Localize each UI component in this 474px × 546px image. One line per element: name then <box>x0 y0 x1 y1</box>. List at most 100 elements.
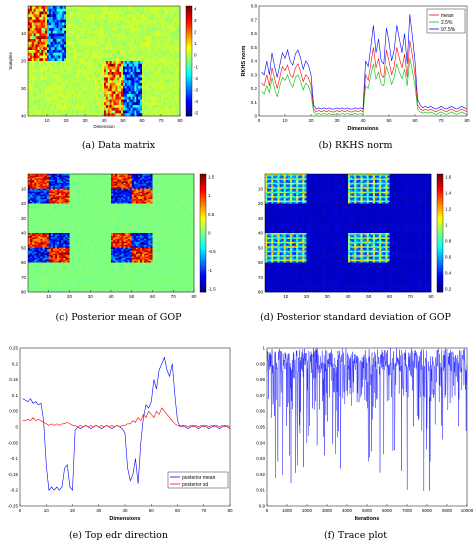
heatmap-cell <box>111 19 114 23</box>
heatmap-cell <box>135 188 139 191</box>
heatmap-cell <box>36 202 39 204</box>
heatmap-cell <box>90 185 93 188</box>
heatmap-cell <box>107 25 110 29</box>
heatmap-cell <box>67 72 71 76</box>
heatmap-cell <box>38 191 41 194</box>
heatmap-cell <box>151 11 154 15</box>
heatmap-cell <box>130 14 133 18</box>
heatmap-cell <box>54 14 57 18</box>
heatmap-cell <box>71 179 74 182</box>
heatmap-cell <box>44 182 47 185</box>
colorbar-segment <box>186 47 192 50</box>
heatmap-cell <box>77 83 80 87</box>
heatmap-cell <box>179 200 182 203</box>
heatmap-cell <box>47 47 50 51</box>
heatmap-cell <box>85 39 88 43</box>
heatmap-cell <box>111 80 114 84</box>
heatmap-cell <box>153 85 156 89</box>
heatmap-cell <box>86 96 90 100</box>
heatmap-cell <box>145 72 148 76</box>
heatmap-cell <box>94 25 97 29</box>
heatmap-cell <box>125 199 128 201</box>
heatmap-cell <box>162 72 166 76</box>
heatmap-cell <box>48 88 52 92</box>
heatmap-cell <box>142 8 145 12</box>
heatmap-cell <box>132 63 135 67</box>
heatmap-cell <box>172 105 175 109</box>
heatmap-cell <box>81 191 85 194</box>
heatmap-cell <box>109 55 112 59</box>
heatmap-cell <box>140 36 143 40</box>
heatmap-cell <box>142 182 145 185</box>
heatmap-cell <box>88 58 91 62</box>
heatmap-cell <box>32 191 35 194</box>
heatmap-cell <box>33 69 36 73</box>
heatmap-cell <box>79 17 82 21</box>
heatmap-cell <box>123 179 126 182</box>
heatmap-cell <box>56 83 59 87</box>
heatmap-cell <box>52 176 56 179</box>
heatmap-cell <box>50 190 54 192</box>
heatmap-cell <box>88 191 91 194</box>
heatmap-cell <box>154 187 157 190</box>
heatmap-cell <box>142 194 145 197</box>
heatmap-cell <box>45 30 48 34</box>
heatmap-cell <box>102 191 106 194</box>
heatmap-cell <box>92 11 95 15</box>
heatmap-cell <box>176 72 179 76</box>
heatmap-cell <box>113 102 116 106</box>
heatmap-cell <box>147 6 150 10</box>
heatmap-cell <box>161 58 164 62</box>
heatmap-cell <box>123 194 126 197</box>
heatmap-cell <box>178 22 181 26</box>
heatmap-cell <box>107 94 110 98</box>
heatmap-cell <box>109 6 112 10</box>
heatmap-cell <box>48 85 52 89</box>
heatmap-cell <box>171 199 174 201</box>
heatmap-cell <box>28 36 31 40</box>
heatmap-cell <box>162 74 166 78</box>
heatmap-cell <box>170 99 173 103</box>
heatmap-cell <box>121 83 124 87</box>
heatmap-cell <box>179 193 182 195</box>
heatmap-cell <box>140 175 143 178</box>
heatmap-cell <box>149 99 152 103</box>
heatmap-cell <box>109 80 112 84</box>
heatmap-cell <box>92 182 95 185</box>
heatmap-cell <box>124 41 128 45</box>
heatmap-cell <box>155 36 158 40</box>
heatmap-cell <box>48 19 52 23</box>
colorbar-segment <box>186 26 192 30</box>
heatmap-cell <box>189 196 193 198</box>
heatmap-cell <box>88 11 91 15</box>
heatmap-cell <box>88 182 91 185</box>
heatmap-cell <box>138 105 141 109</box>
heatmap-cell <box>90 94 93 98</box>
colorbar-tick-label: -1 <box>194 64 198 69</box>
heatmap-cell <box>159 74 162 78</box>
heatmap-cell <box>117 99 120 103</box>
heatmap-cell <box>191 187 195 190</box>
heatmap-cell <box>48 22 52 26</box>
heatmap-cell <box>67 197 70 200</box>
heatmap-cell <box>115 176 118 179</box>
heatmap-cell <box>106 193 110 195</box>
heatmap-cell <box>62 22 65 26</box>
heatmap-cell <box>136 91 139 95</box>
heatmap-cell <box>145 96 148 100</box>
heatmap-cell <box>164 50 167 54</box>
heatmap-cell <box>187 197 191 200</box>
heatmap-cell <box>73 181 77 184</box>
heatmap-cell <box>50 200 54 203</box>
heatmap-cell <box>148 193 151 195</box>
heatmap-cell <box>174 85 177 89</box>
heatmap-cell <box>166 99 169 103</box>
heatmap-cell <box>71 14 74 18</box>
heatmap-cell <box>117 77 120 81</box>
heatmap-cell <box>140 14 143 18</box>
heatmap-cell <box>67 77 71 81</box>
heatmap-cell <box>161 91 164 95</box>
heatmap-cell <box>135 191 139 194</box>
heatmap-cell <box>131 202 135 204</box>
heatmap-cell <box>100 80 103 84</box>
